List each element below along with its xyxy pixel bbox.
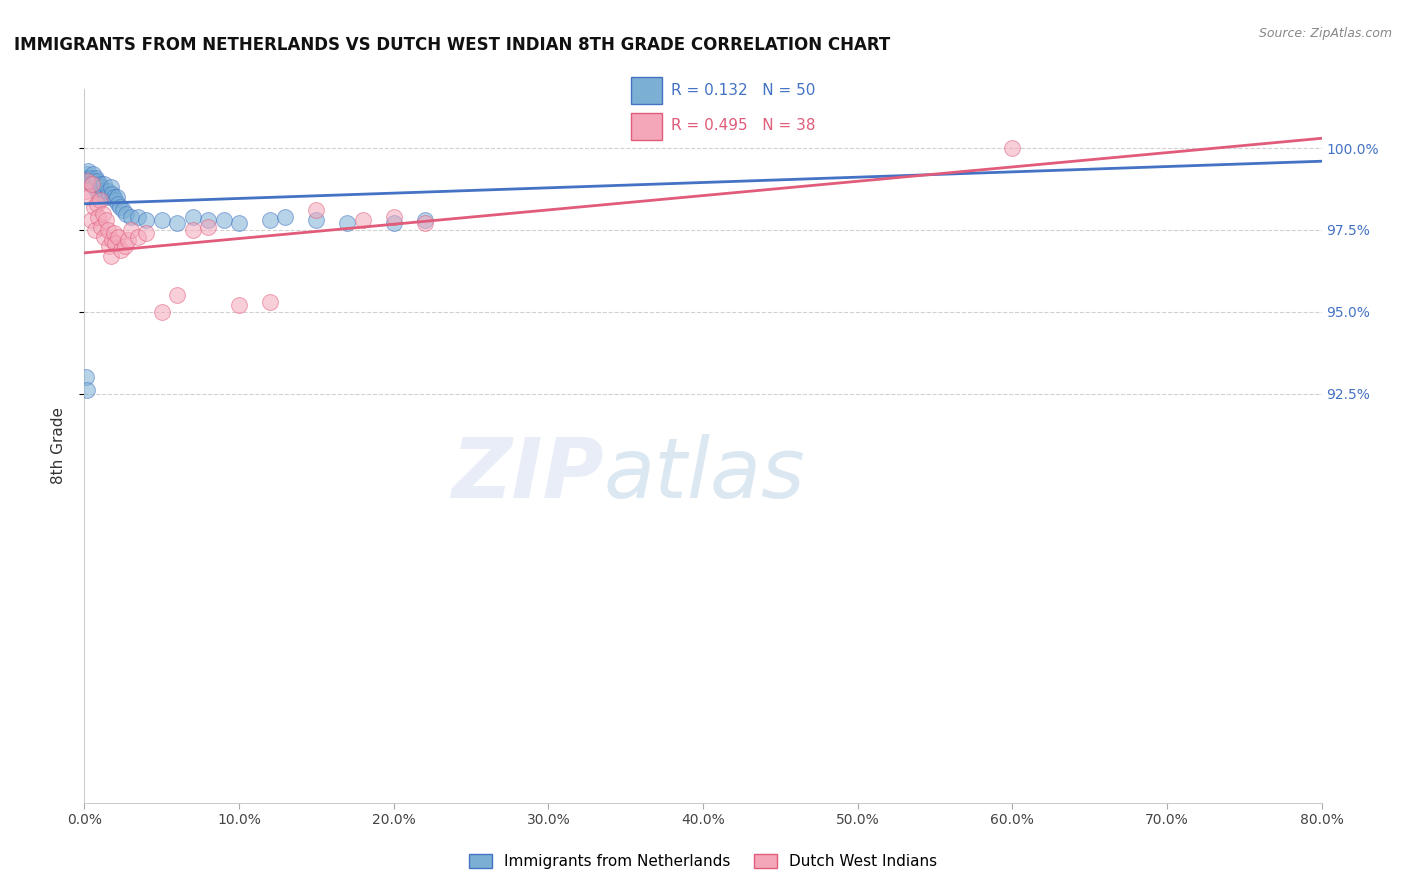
Point xyxy=(274,210,297,224)
Point xyxy=(98,186,121,201)
Point xyxy=(108,200,131,214)
Point xyxy=(87,186,110,201)
Point xyxy=(84,177,107,191)
Point xyxy=(82,167,104,181)
Point xyxy=(86,184,108,198)
Point xyxy=(120,210,142,224)
Point xyxy=(76,167,98,181)
Point xyxy=(76,174,98,188)
Point xyxy=(83,200,105,214)
Point xyxy=(135,213,157,227)
Point xyxy=(86,196,108,211)
Text: R = 0.132   N = 50: R = 0.132 N = 50 xyxy=(671,83,815,98)
Point xyxy=(104,235,127,250)
Point xyxy=(228,298,250,312)
Point xyxy=(110,243,132,257)
Point xyxy=(77,190,100,204)
Y-axis label: 8th Grade: 8th Grade xyxy=(51,408,66,484)
Point xyxy=(98,239,121,253)
Point xyxy=(84,223,107,237)
Point xyxy=(413,216,436,230)
Point xyxy=(91,206,114,220)
Point xyxy=(128,229,150,244)
Point xyxy=(228,216,250,230)
Point xyxy=(86,174,108,188)
Point xyxy=(79,174,101,188)
Point xyxy=(305,213,328,227)
Legend: Immigrants from Netherlands, Dutch West Indians: Immigrants from Netherlands, Dutch West … xyxy=(463,847,943,875)
Point xyxy=(76,174,98,188)
Bar xyxy=(631,78,662,104)
Point xyxy=(197,213,219,227)
Point xyxy=(103,226,125,240)
Point xyxy=(83,174,105,188)
Point xyxy=(90,219,112,234)
Point xyxy=(93,229,115,244)
Point xyxy=(135,226,157,240)
Point xyxy=(97,223,120,237)
Point xyxy=(76,384,98,398)
Point xyxy=(128,210,150,224)
Point xyxy=(352,213,374,227)
Text: ZIP: ZIP xyxy=(451,434,605,515)
Point xyxy=(107,196,129,211)
Point xyxy=(259,213,281,227)
Point xyxy=(107,229,129,244)
Point xyxy=(166,216,188,230)
Point xyxy=(104,194,127,208)
Point xyxy=(197,219,219,234)
Point xyxy=(80,174,103,188)
Point xyxy=(84,170,107,185)
Point xyxy=(117,233,139,247)
Text: Source: ZipAtlas.com: Source: ZipAtlas.com xyxy=(1258,27,1392,40)
Point xyxy=(75,184,97,198)
Point xyxy=(382,216,405,230)
Point xyxy=(181,210,204,224)
Point xyxy=(166,288,188,302)
Point xyxy=(114,239,136,253)
Point xyxy=(79,177,101,191)
Point xyxy=(82,177,104,191)
Point xyxy=(90,180,112,194)
Point xyxy=(150,213,173,227)
Text: atlas: atlas xyxy=(605,434,806,515)
Point xyxy=(105,190,128,204)
Bar xyxy=(631,113,662,140)
Point xyxy=(305,203,328,218)
Text: R = 0.495   N = 38: R = 0.495 N = 38 xyxy=(671,118,815,133)
Point xyxy=(336,216,359,230)
Point xyxy=(259,295,281,310)
Point xyxy=(100,249,122,263)
Point xyxy=(112,203,135,218)
Point xyxy=(181,223,204,237)
Point xyxy=(382,210,405,224)
Point xyxy=(100,180,122,194)
Point xyxy=(103,190,125,204)
Point xyxy=(94,213,117,227)
Point xyxy=(91,184,114,198)
Point xyxy=(115,206,138,220)
Point xyxy=(150,305,173,319)
Point xyxy=(101,186,124,201)
Point xyxy=(97,184,120,198)
Point xyxy=(93,177,115,191)
Point xyxy=(77,170,100,185)
Point xyxy=(87,210,110,224)
Point xyxy=(75,170,97,185)
Point xyxy=(94,190,117,204)
Point xyxy=(413,213,436,227)
Point xyxy=(83,180,105,194)
Point xyxy=(89,194,111,208)
Point xyxy=(212,213,235,227)
Point xyxy=(89,177,111,191)
Point xyxy=(101,233,124,247)
Point xyxy=(75,370,97,384)
Point xyxy=(120,223,142,237)
Text: IMMIGRANTS FROM NETHERLANDS VS DUTCH WEST INDIAN 8TH GRADE CORRELATION CHART: IMMIGRANTS FROM NETHERLANDS VS DUTCH WES… xyxy=(14,36,890,54)
Point xyxy=(1001,141,1024,155)
Point xyxy=(79,213,101,227)
Point xyxy=(77,164,100,178)
Point xyxy=(82,170,104,185)
